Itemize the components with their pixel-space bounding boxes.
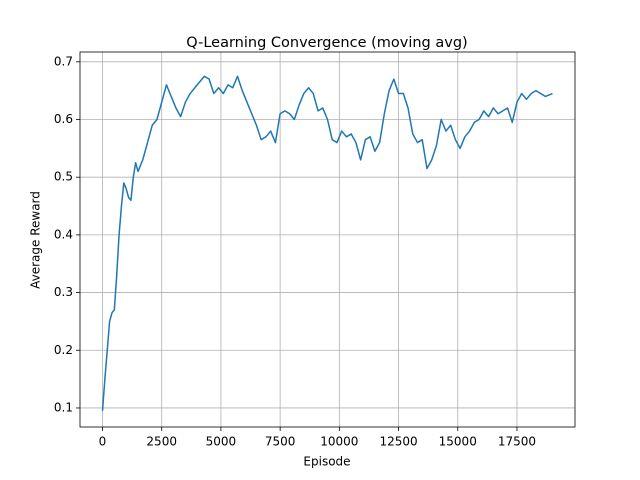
y-tick-label: 0.2	[54, 343, 73, 357]
x-tick-label: 5000	[206, 435, 237, 449]
y-tick-label: 0.7	[54, 54, 73, 68]
chart-title: Q-Learning Convergence (moving avg)	[186, 35, 467, 51]
x-tick-label: 17500	[498, 435, 536, 449]
x-tick-label: 10000	[320, 435, 358, 449]
x-axis-label: Episode	[303, 455, 350, 469]
x-tick-label: 7500	[265, 435, 296, 449]
y-tick-label: 0.5	[54, 170, 73, 184]
y-tick-label: 0.4	[54, 227, 73, 241]
y-tick-label: 0.3	[54, 285, 73, 299]
x-tick-label: 0	[99, 435, 107, 449]
y-tick-label: 0.1	[54, 400, 73, 414]
x-tick-label: 12500	[379, 435, 417, 449]
x-tick-label: 2500	[146, 435, 177, 449]
y-tick-label: 0.6	[54, 112, 73, 126]
plot-frame	[79, 51, 576, 428]
data-line	[101, 75, 553, 411]
x-tick-label: 15000	[439, 435, 477, 449]
y-axis-label: Average Reward	[29, 191, 43, 289]
